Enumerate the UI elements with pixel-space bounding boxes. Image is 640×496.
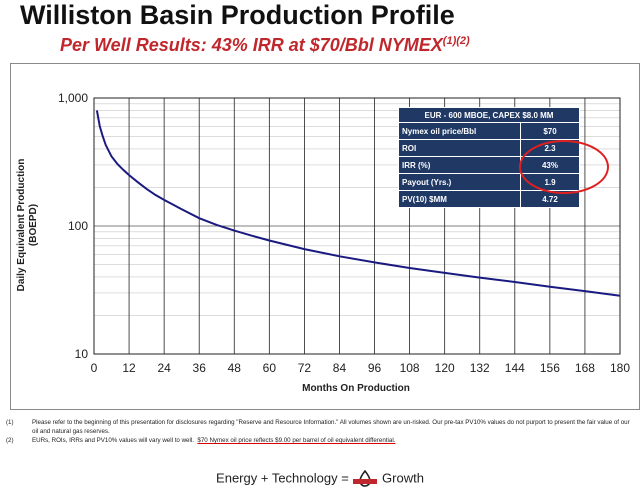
- x-tick-label: 180: [610, 361, 630, 375]
- y-axis-title-line1: Daily Equivalent Production: [16, 159, 27, 292]
- footnote-1: (1) Please refer to the beginning of thi…: [6, 418, 634, 436]
- x-tick-label: 84: [333, 361, 347, 375]
- footnote-text: EURs, ROIs, IRRs and PV10% values will v…: [32, 436, 634, 445]
- tagline: Energy + Technology = Growth: [0, 469, 640, 488]
- footnotes: (1) Please refer to the beginning of thi…: [6, 418, 634, 445]
- x-tick-label: 60: [263, 361, 277, 375]
- x-tick-label: 24: [157, 361, 171, 375]
- x-tick-label: 96: [368, 361, 382, 375]
- y-tick-label: 1,000: [58, 91, 88, 105]
- plot-border: [93, 97, 621, 355]
- footnote-underlined-text: $70 Nymex oil price reflects $9.00 per b…: [197, 437, 396, 444]
- footnote-text-part: EURs, ROIs, IRRs and PV10% values will v…: [32, 437, 194, 444]
- x-tick-label: 12: [122, 361, 136, 375]
- page-title: Williston Basin Production Profile: [20, 0, 455, 30]
- x-tick-label: 168: [575, 361, 595, 375]
- x-tick-labels: 0 12 24 36 48 60 72 84 96 108 120 132 144 156 168 180: [91, 361, 631, 375]
- x-tick-label: 48: [228, 361, 242, 375]
- y-tick-labels: 10 100 1,000: [58, 91, 88, 361]
- footnote-number: (2): [6, 437, 14, 444]
- table-row: Nymex oil price/Bbl $70: [398, 122, 580, 140]
- x-tick-label: 108: [400, 361, 420, 375]
- footnote-number: (1): [6, 419, 14, 426]
- table-row-label: PV(10) $MM: [398, 190, 521, 208]
- table-header: EUR - 600 MBOE, CAPEX $8.0 MM: [398, 107, 580, 123]
- table-header-row: EUR - 600 MBOE, CAPEX $8.0 MM: [398, 107, 580, 123]
- whiting-logo-icon: [353, 469, 378, 487]
- x-tick-label: 36: [193, 361, 207, 375]
- x-tick-label: 72: [298, 361, 312, 375]
- table-row: PV(10) $MM 4.72: [398, 190, 580, 208]
- subtitle-footnote-ref: (1)(2): [442, 35, 470, 47]
- table-row-label: IRR (%): [398, 156, 521, 174]
- x-tick-label: 120: [435, 361, 455, 375]
- x-tick-label: 132: [470, 361, 490, 375]
- tagline-left: Energy + Technology =: [216, 470, 349, 486]
- footnote-text: Please refer to the beginning of this pr…: [32, 419, 630, 435]
- page-subtitle: Per Well Results: 43% IRR at $70/Bbl NYM…: [60, 35, 470, 56]
- y-axis-title-line2: (BOEPD): [28, 204, 39, 246]
- x-axis-title: Months On Production: [302, 383, 410, 394]
- table-row-label: Nymex oil price/Bbl: [398, 122, 521, 140]
- footnote-2: (2) EURs, ROIs, IRRs and PV10% values wi…: [6, 436, 634, 445]
- whiting-logo: [352, 469, 378, 488]
- subtitle-text: Per Well Results: 43% IRR at $70/Bbl NYM…: [60, 35, 443, 55]
- x-tick-label: 0: [91, 361, 98, 375]
- tagline-right: Growth: [382, 470, 424, 486]
- y-tick-label: 100: [68, 219, 88, 233]
- x-tick-label: 156: [540, 361, 560, 375]
- table-row-label: ROI: [398, 139, 521, 157]
- highlight-circle: [519, 140, 609, 194]
- x-tick-label: 144: [505, 361, 525, 375]
- table-row-label: Payout (Yrs.): [398, 173, 521, 191]
- table-row-value: $70: [520, 122, 580, 140]
- y-tick-label: 10: [75, 347, 89, 361]
- production-curve: [95, 110, 621, 297]
